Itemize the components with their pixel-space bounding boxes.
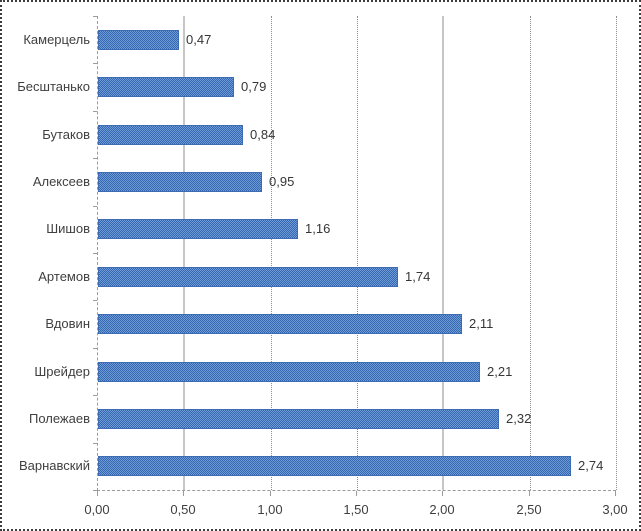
x-axis-tick: [356, 491, 357, 496]
x-axis-tick: [442, 491, 443, 496]
bar-value-label: 2,74: [578, 458, 604, 473]
gridline: [442, 16, 444, 490]
gridline: [271, 16, 272, 490]
x-axis-tick: [615, 491, 616, 496]
y-axis-tick: [93, 111, 97, 112]
bar-value-label: 1,74: [405, 269, 431, 284]
bar-value-label: 0,79: [241, 79, 267, 94]
bar-value-label: 0,47: [186, 32, 212, 47]
y-axis-tick: [93, 206, 97, 207]
category-label: Артемов: [38, 269, 90, 284]
gridline: [530, 16, 531, 490]
bar: [98, 172, 262, 192]
category-label: Бутаков: [42, 127, 90, 142]
category-label: Алексеев: [32, 174, 90, 189]
y-axis-tick: [93, 16, 97, 17]
bar-value-label: 0,95: [269, 174, 295, 189]
bar-value-label: 0,84: [250, 127, 276, 142]
gridline: [616, 16, 617, 490]
x-axis-tick: [97, 491, 98, 496]
bar: [98, 409, 499, 429]
gridline: [357, 16, 358, 490]
category-label: Варнавский: [18, 458, 90, 473]
category-label: Шрейдер: [34, 364, 90, 379]
x-axis-tick-label: 1,00: [257, 502, 283, 517]
x-axis-tick: [529, 491, 530, 496]
category-label: Шишов: [46, 221, 90, 236]
y-axis-tick: [93, 300, 97, 301]
x-axis-tick-label: 0,50: [170, 502, 196, 517]
y-axis-tick: [93, 443, 97, 444]
bar: [98, 362, 480, 382]
plot-area: 0,47 0,79 0,84 0,95 1,16 1,74 2,11 2,21 2,32 2,74: [97, 16, 617, 491]
y-axis-tick: [93, 63, 97, 64]
y-axis-tick: [93, 158, 97, 159]
bar: [98, 314, 462, 334]
x-axis-tick-label: 2,00: [429, 502, 455, 517]
y-axis-tick: [93, 253, 97, 254]
x-axis-tick: [270, 491, 271, 496]
bar: [98, 456, 571, 476]
category-label: Бесштанько: [17, 79, 90, 94]
gridline: [183, 16, 185, 490]
bar-value-label: 2,32: [506, 411, 532, 426]
category-label: Полежаев: [28, 411, 90, 426]
bar: [98, 125, 243, 145]
x-axis-tick-label: 2,50: [516, 502, 542, 517]
y-axis-tick: [93, 490, 97, 491]
bar: [98, 77, 234, 97]
bar: [98, 30, 179, 50]
bar: [98, 267, 398, 287]
x-axis-tick-label: 0,00: [84, 502, 110, 517]
x-axis-tick: [183, 491, 184, 496]
category-label: Вдовин: [45, 316, 90, 331]
x-axis-tick-label: 1,50: [343, 502, 369, 517]
y-axis-tick: [93, 395, 97, 396]
bar-value-label: 2,21: [487, 364, 513, 379]
bar-value-label: 2,11: [469, 316, 494, 331]
y-axis-tick: [93, 348, 97, 349]
category-label: Камерцель: [23, 32, 90, 47]
bar: [98, 219, 298, 239]
bar-value-label: 1,16: [305, 221, 331, 236]
x-axis-tick-label: 3,00: [602, 502, 628, 517]
